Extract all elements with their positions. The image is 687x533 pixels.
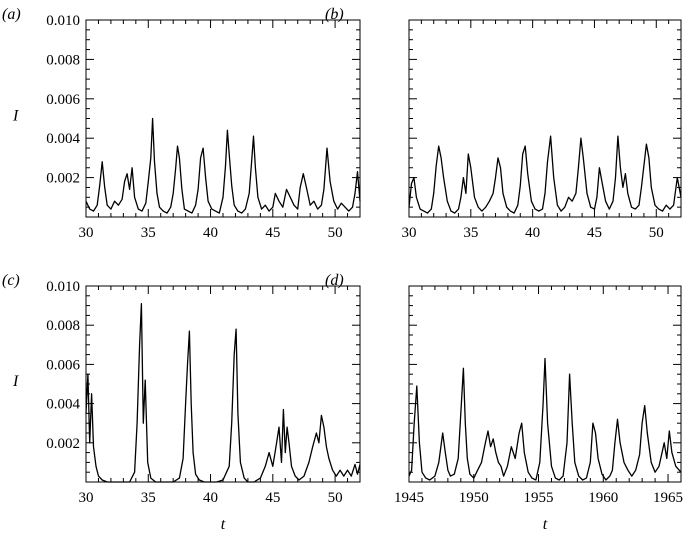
x-tick-label-d: 1960 [588, 490, 618, 506]
panel-label-c: (c) [2, 272, 20, 289]
x-tick-label-b: 40 [525, 225, 540, 241]
y-tick-label-a: 0.004 [46, 131, 80, 147]
y-tick-label-a: 0.008 [46, 52, 80, 68]
series-line-c [85, 302, 361, 483]
x-tick-label-d: 1950 [459, 490, 489, 506]
series-line-b [408, 135, 682, 214]
y-tick-label-c: 0.002 [46, 436, 80, 452]
panel-label-b: (b) [325, 6, 344, 23]
panel-label-a: (a) [2, 6, 21, 23]
plot-frame-c [85, 285, 361, 483]
x-tick-label-d: 1955 [524, 490, 554, 506]
x-tick-label-b: 30 [402, 225, 417, 241]
series-line-d [408, 357, 682, 481]
x-axis-label-d: t [543, 516, 548, 533]
x-axis-label-c: t [221, 516, 226, 533]
x-tick-label-a: 50 [328, 225, 343, 241]
x-tick-label-a: 30 [79, 225, 94, 241]
y-tick-label-a: 0.002 [46, 171, 80, 187]
panel-label-d: (d) [325, 272, 344, 289]
y-tick-label-c: 0.008 [46, 318, 80, 334]
x-tick-label-c: 35 [141, 490, 156, 506]
y-tick-label-c: 0.004 [46, 397, 80, 413]
panel-b: 30 35 40 45 50 (b) [325, 6, 682, 241]
y-tick-label-c: 0.006 [46, 357, 80, 373]
x-tick-label-c: 50 [328, 490, 343, 506]
x-tick-label-a: 35 [141, 225, 156, 241]
x-tick-label-a: 45 [265, 225, 280, 241]
panel-c: 30 35 40 45 50 0.002 0.004 0.006 0.008 0.010 (c) It [2, 272, 361, 533]
x-tick-label-b: 35 [463, 225, 478, 241]
x-tick-label-b: 45 [587, 225, 602, 241]
x-tick-label-c: 40 [203, 490, 218, 506]
x-tick-label-c: 30 [79, 490, 94, 506]
x-tick-label-d: 1945 [394, 490, 424, 506]
panel-d: 1945 1950 1955 1960 1965 (d) t [325, 272, 683, 533]
plot-frame-a [85, 19, 361, 218]
y-tick-label-c: 0.010 [46, 279, 80, 295]
x-tick-label-a: 40 [203, 225, 218, 241]
x-tick-label-c: 45 [265, 490, 280, 506]
y-axis-label-a: I [12, 108, 19, 125]
x-tick-label-b: 50 [649, 225, 664, 241]
y-axis-label-c: I [12, 373, 19, 390]
panel-a: 30 35 40 45 50 0.002 0.004 0.006 0.008 0.010 (a) I [2, 6, 361, 241]
x-tick-label-d: 1965 [653, 490, 683, 506]
series-line-a [85, 117, 361, 214]
y-tick-label-a: 0.010 [46, 13, 80, 29]
y-tick-label-a: 0.006 [46, 92, 80, 108]
